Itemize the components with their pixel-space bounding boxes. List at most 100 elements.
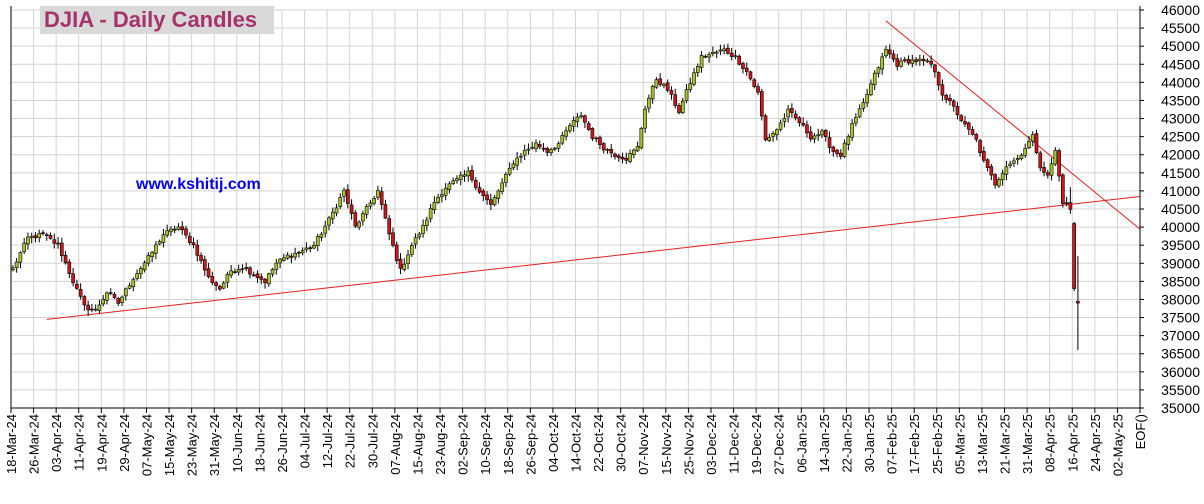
candle-down <box>616 155 621 159</box>
y-tick-label: 44000 <box>1161 74 1200 90</box>
x-tick-label: 15-Nov-24 <box>659 414 674 475</box>
candle-up <box>925 60 930 63</box>
candle-up <box>11 267 15 271</box>
candle-up <box>357 221 361 228</box>
candle-up <box>101 299 106 305</box>
candle-up <box>515 157 519 166</box>
y-tick-label: 37500 <box>1161 310 1200 326</box>
candle-down <box>951 100 956 107</box>
candle-up <box>816 134 821 137</box>
x-tick-label: 12-Jul-24 <box>320 414 335 468</box>
candle-up <box>436 196 440 203</box>
x-tick-label: 04-Jul-24 <box>298 414 313 468</box>
candle-down <box>936 72 941 86</box>
y-tick-label: 45000 <box>1161 38 1200 54</box>
candles <box>11 43 1080 351</box>
candle-up <box>534 142 538 149</box>
candle-down <box>737 55 742 65</box>
candle-up <box>368 202 373 207</box>
candle-up <box>786 108 790 118</box>
candle-up <box>530 146 535 149</box>
x-tick-label: 30-Jan-25 <box>862 414 877 473</box>
candle-up <box>861 102 866 109</box>
candle-up <box>342 189 346 197</box>
candle-up <box>315 236 320 247</box>
x-tick-label: 27-Dec-24 <box>772 414 787 475</box>
y-tick-label: 40000 <box>1161 219 1200 235</box>
x-tick-label: 11-Dec-24 <box>727 414 742 474</box>
candle-up <box>421 224 425 234</box>
trendlines <box>46 20 1141 320</box>
candle-up <box>910 59 915 64</box>
candle-down <box>1061 174 1065 205</box>
candle-down <box>63 255 68 264</box>
candle-down <box>214 282 218 286</box>
candle-up <box>775 129 779 136</box>
candle-down <box>756 86 760 93</box>
candle-down <box>624 158 629 161</box>
candle-up <box>127 285 132 289</box>
candle-up <box>714 51 719 54</box>
candle-up <box>323 225 328 234</box>
candle-up <box>643 108 647 129</box>
candle-up <box>504 174 508 183</box>
candle-up <box>120 296 124 303</box>
candle-up <box>221 282 226 289</box>
candle-down <box>933 64 937 73</box>
candle-down <box>353 212 358 227</box>
candle-down <box>586 123 591 130</box>
candle-up <box>176 226 181 230</box>
y-tick-label: 39500 <box>1161 237 1200 253</box>
candle-down <box>741 63 745 69</box>
candle-up <box>425 219 429 226</box>
candle-up <box>455 178 459 182</box>
x-tick-label: 25-Feb-25 <box>930 414 945 474</box>
x-tick-label: 08-Apr-25 <box>1043 414 1058 472</box>
candle-down <box>187 235 192 243</box>
x-tick-label: 18-Mar-24 <box>4 414 19 474</box>
candle-down <box>41 232 45 234</box>
y-axis-labels: 46000 45500 45000 44500 44000 43500 43000 42500… <box>1140 2 1200 416</box>
candle-down <box>940 84 945 96</box>
candle-down <box>48 235 53 239</box>
candle-down <box>895 58 900 67</box>
candle-up <box>628 153 632 162</box>
candle-up <box>135 273 139 279</box>
candle-down <box>545 148 550 153</box>
candle-up <box>519 155 523 158</box>
y-tick-label: 35500 <box>1161 382 1200 398</box>
candle-up <box>1030 134 1035 142</box>
y-tick-label: 46000 <box>1161 2 1200 18</box>
x-tick-label: 02-May-25 <box>1110 414 1125 476</box>
x-tick-label: 19-Dec-24 <box>749 414 764 475</box>
candle-up <box>37 232 42 239</box>
candle-up <box>278 258 282 264</box>
candle-down <box>199 255 203 261</box>
candle-up <box>406 254 410 264</box>
candle-up <box>522 149 527 156</box>
y-tick-label: 41500 <box>1161 165 1200 181</box>
candle-up <box>1004 166 1009 175</box>
candle-down <box>473 179 478 188</box>
candle-down <box>244 267 249 269</box>
y-tick-label: 44500 <box>1161 56 1200 72</box>
candle-down <box>978 140 982 153</box>
candle-down <box>948 97 952 102</box>
candle-down <box>823 130 828 137</box>
candle-down <box>887 49 892 55</box>
x-tick-label: 11-Apr-24 <box>72 414 87 471</box>
x-tick-label: 22-Oct-24 <box>591 414 606 472</box>
candle-up <box>443 187 448 196</box>
candle-up <box>458 174 463 180</box>
candle-down <box>763 115 768 141</box>
candle-down <box>255 273 260 278</box>
candle-down <box>669 90 674 95</box>
candle-down <box>985 159 990 168</box>
candle-up <box>865 94 869 104</box>
x-tick-label: 26-Jun-24 <box>275 414 290 473</box>
candle-up <box>447 183 452 190</box>
candle-down <box>541 147 546 150</box>
candle-down <box>251 274 256 277</box>
candle-down <box>184 228 188 236</box>
